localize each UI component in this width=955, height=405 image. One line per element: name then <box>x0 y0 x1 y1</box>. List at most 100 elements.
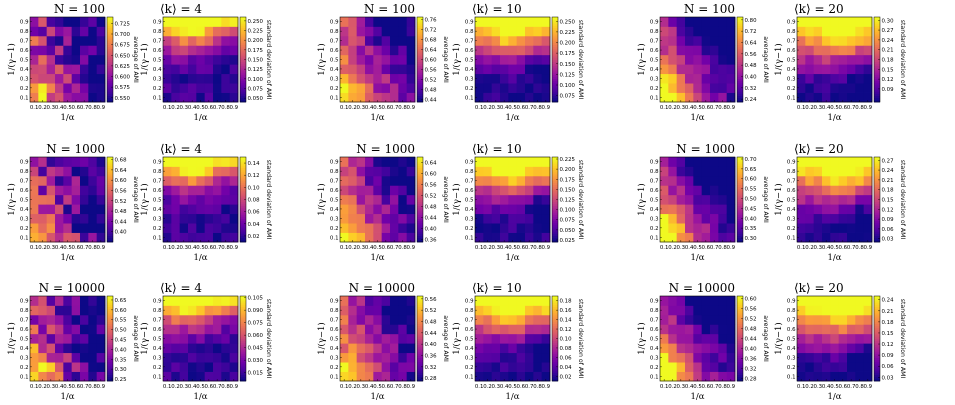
colorbar-segment <box>874 208 880 211</box>
heatmap-cell <box>508 17 518 27</box>
heatmap-cell <box>171 296 181 306</box>
heatmap-cell <box>221 64 231 75</box>
colorbar-segment <box>552 342 558 346</box>
x-tick-label: 0.5 <box>373 105 382 111</box>
colorbar-segment <box>874 359 880 363</box>
heatmap-cell <box>213 64 222 75</box>
heatmap-cell <box>204 213 214 224</box>
colorbar-segment <box>417 208 423 211</box>
heatmap-cell <box>88 54 98 65</box>
colorbar-segment <box>240 61 246 65</box>
x-tick-label: 0.3 <box>180 384 189 390</box>
heatmap-cell <box>813 204 823 215</box>
heatmap-cell <box>46 35 56 46</box>
x-axis-label: 1/α <box>60 253 74 263</box>
heatmap-cell <box>55 362 64 372</box>
heatmap-cell <box>96 232 106 243</box>
heatmap-cell <box>726 343 736 354</box>
heatmap-cell <box>475 343 484 354</box>
colorbar-segment <box>737 323 743 327</box>
heatmap-cell <box>693 296 703 306</box>
colorbar-segment <box>417 188 423 192</box>
heatmap-cell <box>63 362 73 372</box>
colorbar-segment <box>417 193 423 196</box>
colorbar-segment <box>552 300 558 303</box>
colorbar-segment <box>417 199 423 203</box>
heatmap-cell <box>508 352 518 363</box>
heatmap-cell <box>847 92 856 103</box>
heatmap-cell <box>381 73 391 84</box>
colorbar-segment <box>417 34 423 37</box>
x-axis-label: 1/α <box>505 392 519 402</box>
colorbar-segment <box>874 340 880 344</box>
heatmap-cell <box>500 362 509 372</box>
heatmap-cell <box>533 314 543 325</box>
x-axis-label: 1/α <box>370 253 384 263</box>
colorbar-segment <box>874 300 880 303</box>
colorbar-segment <box>417 302 423 305</box>
colorbar-segment <box>107 340 113 344</box>
heatmap-cell <box>163 324 172 335</box>
colorbar-tick-label: 0.40 <box>425 342 438 348</box>
colorbar-segment <box>107 296 113 299</box>
colorbar-segment <box>737 40 743 43</box>
y-tick-label: 0.4 <box>465 346 474 352</box>
heatmap-cell <box>805 296 815 306</box>
heatmap-cell <box>718 35 728 46</box>
heatmap-cell <box>63 352 73 363</box>
heatmap-cell <box>830 157 840 167</box>
heatmap-cell <box>847 305 856 316</box>
heatmap-cell <box>541 54 551 65</box>
heatmap-cell <box>508 371 518 382</box>
heatmap-cell <box>88 73 98 84</box>
y-axis-label: 1/(γ−1) <box>139 43 150 76</box>
heatmap-cell <box>46 314 56 325</box>
y-tick-label: 0.2 <box>465 226 474 232</box>
x-tick-label: 0.9 <box>727 245 736 251</box>
heatmap-cell <box>516 194 526 205</box>
heatmap-cell <box>356 232 366 243</box>
colorbar-segment <box>737 298 743 301</box>
colorbar-frame <box>239 295 247 382</box>
colorbar-segment <box>737 68 743 71</box>
heatmap-cell <box>718 64 728 75</box>
heatmap-cell <box>88 45 98 56</box>
colorbar-segment <box>240 313 246 316</box>
panel-title: ⟨k⟩ = 4 <box>160 142 202 156</box>
colorbar-label: average of AMI <box>762 315 769 362</box>
heatmap-cell <box>55 204 64 215</box>
colorbar-label: standard deviation of AMI <box>899 160 906 240</box>
y-tick-label: 0.3 <box>787 76 796 82</box>
heatmap-cell <box>30 64 39 75</box>
x-axis-label: 1/α <box>193 253 207 263</box>
heatmap-cell <box>685 324 694 335</box>
heatmap-cell <box>229 73 239 84</box>
colorbar-segment <box>552 89 558 92</box>
heatmap-cell <box>406 157 416 167</box>
heatmap-cell <box>668 73 678 84</box>
colorbar-segment <box>240 63 246 67</box>
heatmap-cell <box>340 232 349 243</box>
colorbar-segment <box>107 184 113 188</box>
heatmap-cell <box>805 204 815 215</box>
heatmap-cell <box>855 185 865 196</box>
heatmap-cell <box>516 371 526 382</box>
colorbar-segment <box>240 327 246 331</box>
heatmap-cell <box>340 157 349 167</box>
heatmap-cell <box>188 223 197 233</box>
y-tick-label: 0.7 <box>787 179 796 185</box>
colorbar-segment <box>874 80 880 84</box>
heatmap-cell <box>196 73 206 84</box>
heatmap-cell <box>822 305 831 316</box>
colorbar-segment <box>240 296 246 299</box>
colorbar-segment <box>107 171 113 175</box>
y-tick-label: 0.1 <box>650 95 659 101</box>
colorbar-segment <box>107 25 113 29</box>
colorbar-segment <box>417 46 423 50</box>
colorbar-segment <box>107 157 113 160</box>
x-tick-label: 0.9 <box>97 245 106 251</box>
heatmap-cell <box>813 92 823 103</box>
heatmap-cell <box>726 213 736 224</box>
heatmap-cell <box>830 232 840 243</box>
colorbar-tick-label: 0.48 <box>115 209 128 215</box>
